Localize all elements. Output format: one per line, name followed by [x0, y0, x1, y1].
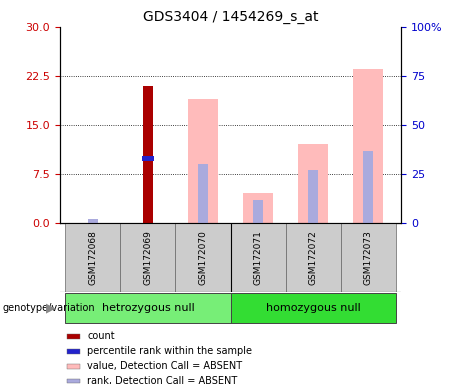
Bar [353, 70, 383, 223]
Text: genotype/variation: genotype/variation [2, 303, 95, 313]
Bar [341, 223, 396, 292]
Text: GSM172073: GSM172073 [364, 230, 372, 285]
Bar [285, 223, 341, 292]
Bar [176, 223, 230, 292]
Text: rank, Detection Call = ABSENT: rank, Detection Call = ABSENT [87, 376, 237, 384]
Bar [308, 170, 318, 223]
Bar [67, 349, 80, 354]
Title: GDS3404 / 1454269_s_at: GDS3404 / 1454269_s_at [143, 10, 318, 25]
Bar [198, 164, 208, 223]
Bar [67, 334, 80, 339]
Bar [243, 194, 273, 223]
Text: percentile rank within the sample: percentile rank within the sample [87, 346, 252, 356]
Text: homozygous null: homozygous null [266, 303, 361, 313]
Text: hetrozygous null: hetrozygous null [101, 303, 195, 313]
Bar [143, 86, 153, 223]
Text: value, Detection Call = ABSENT: value, Detection Call = ABSENT [87, 361, 242, 371]
Bar [188, 99, 218, 223]
Bar [230, 223, 285, 292]
Text: GSM172068: GSM172068 [89, 230, 97, 285]
Bar [120, 223, 176, 292]
Bar [67, 379, 80, 383]
Text: GSM172069: GSM172069 [143, 230, 153, 285]
Bar [253, 200, 263, 223]
Bar [67, 364, 80, 369]
Bar [142, 156, 154, 161]
Bar [230, 293, 396, 323]
Bar [65, 293, 230, 323]
Bar [65, 223, 120, 292]
Text: GSM172072: GSM172072 [308, 230, 318, 285]
Text: ▶: ▶ [46, 302, 55, 314]
Bar [363, 151, 373, 223]
Text: GSM172070: GSM172070 [199, 230, 207, 285]
Text: GSM172071: GSM172071 [254, 230, 262, 285]
Text: count: count [87, 331, 115, 341]
Bar [88, 219, 98, 223]
Bar [298, 144, 328, 223]
